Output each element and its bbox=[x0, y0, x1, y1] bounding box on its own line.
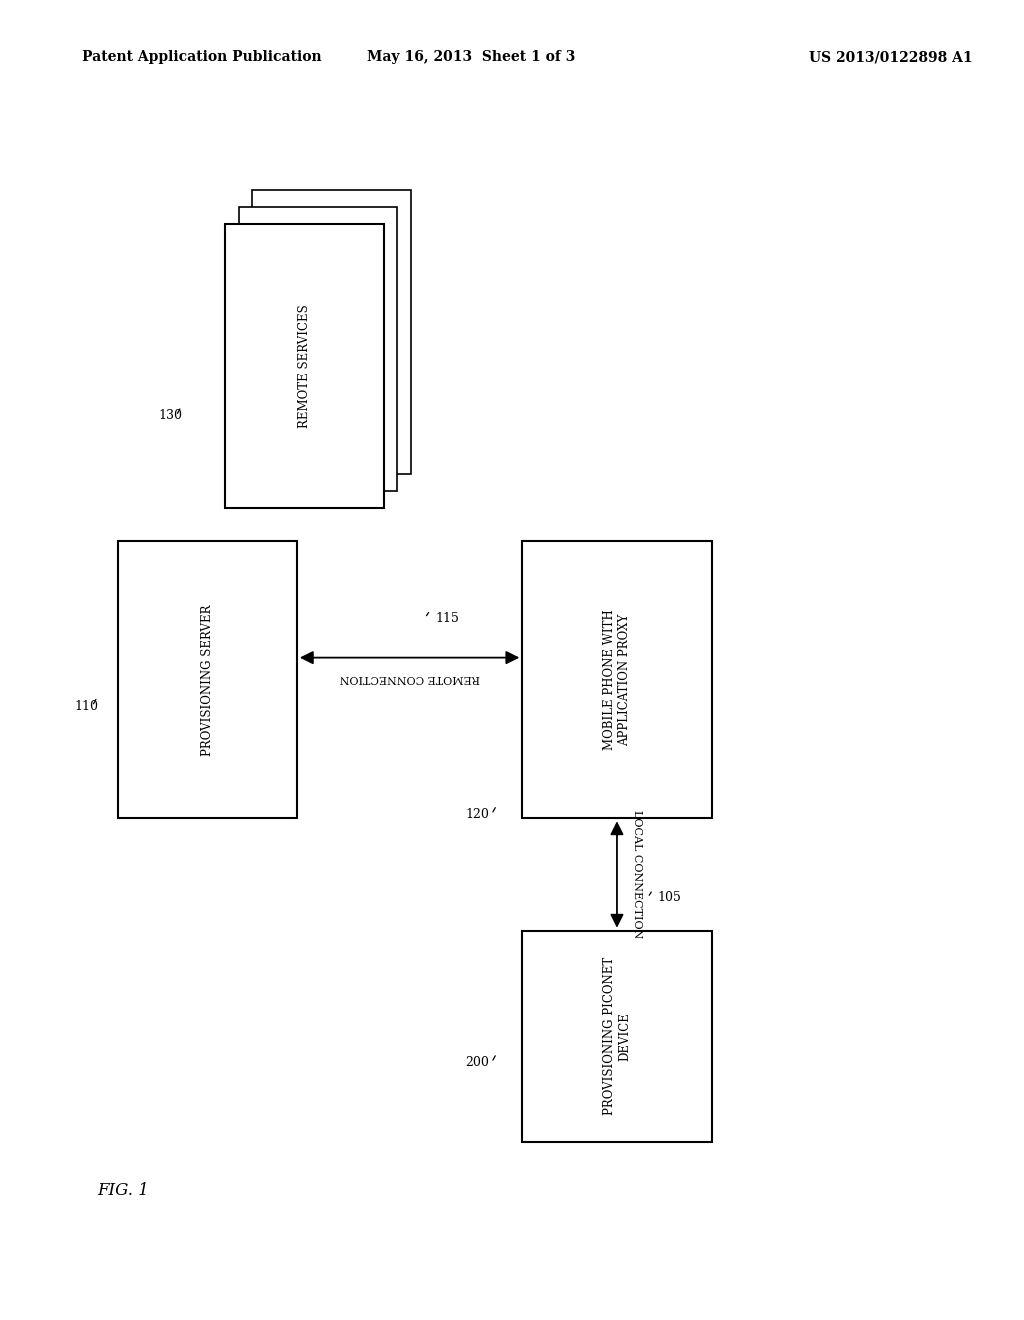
Text: REMOTE SERVICES: REMOTE SERVICES bbox=[298, 305, 311, 428]
Text: PROVISIONING SERVER: PROVISIONING SERVER bbox=[201, 605, 214, 755]
Bar bbox=[252, 190, 411, 474]
Text: US 2013/0122898 A1: US 2013/0122898 A1 bbox=[809, 50, 973, 65]
Bar bbox=[239, 207, 397, 491]
Text: MOBILE PHONE WITH
APPLICATION PROXY: MOBILE PHONE WITH APPLICATION PROXY bbox=[603, 610, 631, 750]
Text: 120: 120 bbox=[466, 808, 489, 821]
Text: 130: 130 bbox=[159, 409, 182, 422]
Text: LOCAL CONNECTION: LOCAL CONNECTION bbox=[633, 810, 642, 939]
Text: 110: 110 bbox=[75, 700, 98, 713]
Bar bbox=[522, 931, 712, 1142]
Bar bbox=[118, 541, 297, 818]
Text: 200: 200 bbox=[466, 1056, 489, 1069]
Bar bbox=[522, 541, 712, 818]
Text: PROVISIONING PICONET
DEVICE: PROVISIONING PICONET DEVICE bbox=[603, 957, 631, 1115]
Text: 105: 105 bbox=[658, 891, 682, 904]
Text: 115: 115 bbox=[435, 611, 459, 624]
Bar bbox=[225, 224, 384, 508]
Text: Patent Application Publication: Patent Application Publication bbox=[82, 50, 322, 65]
Text: FIG. 1: FIG. 1 bbox=[97, 1183, 148, 1199]
Text: REMOTE CONNECTION: REMOTE CONNECTION bbox=[339, 673, 480, 684]
Text: May 16, 2013  Sheet 1 of 3: May 16, 2013 Sheet 1 of 3 bbox=[367, 50, 575, 65]
